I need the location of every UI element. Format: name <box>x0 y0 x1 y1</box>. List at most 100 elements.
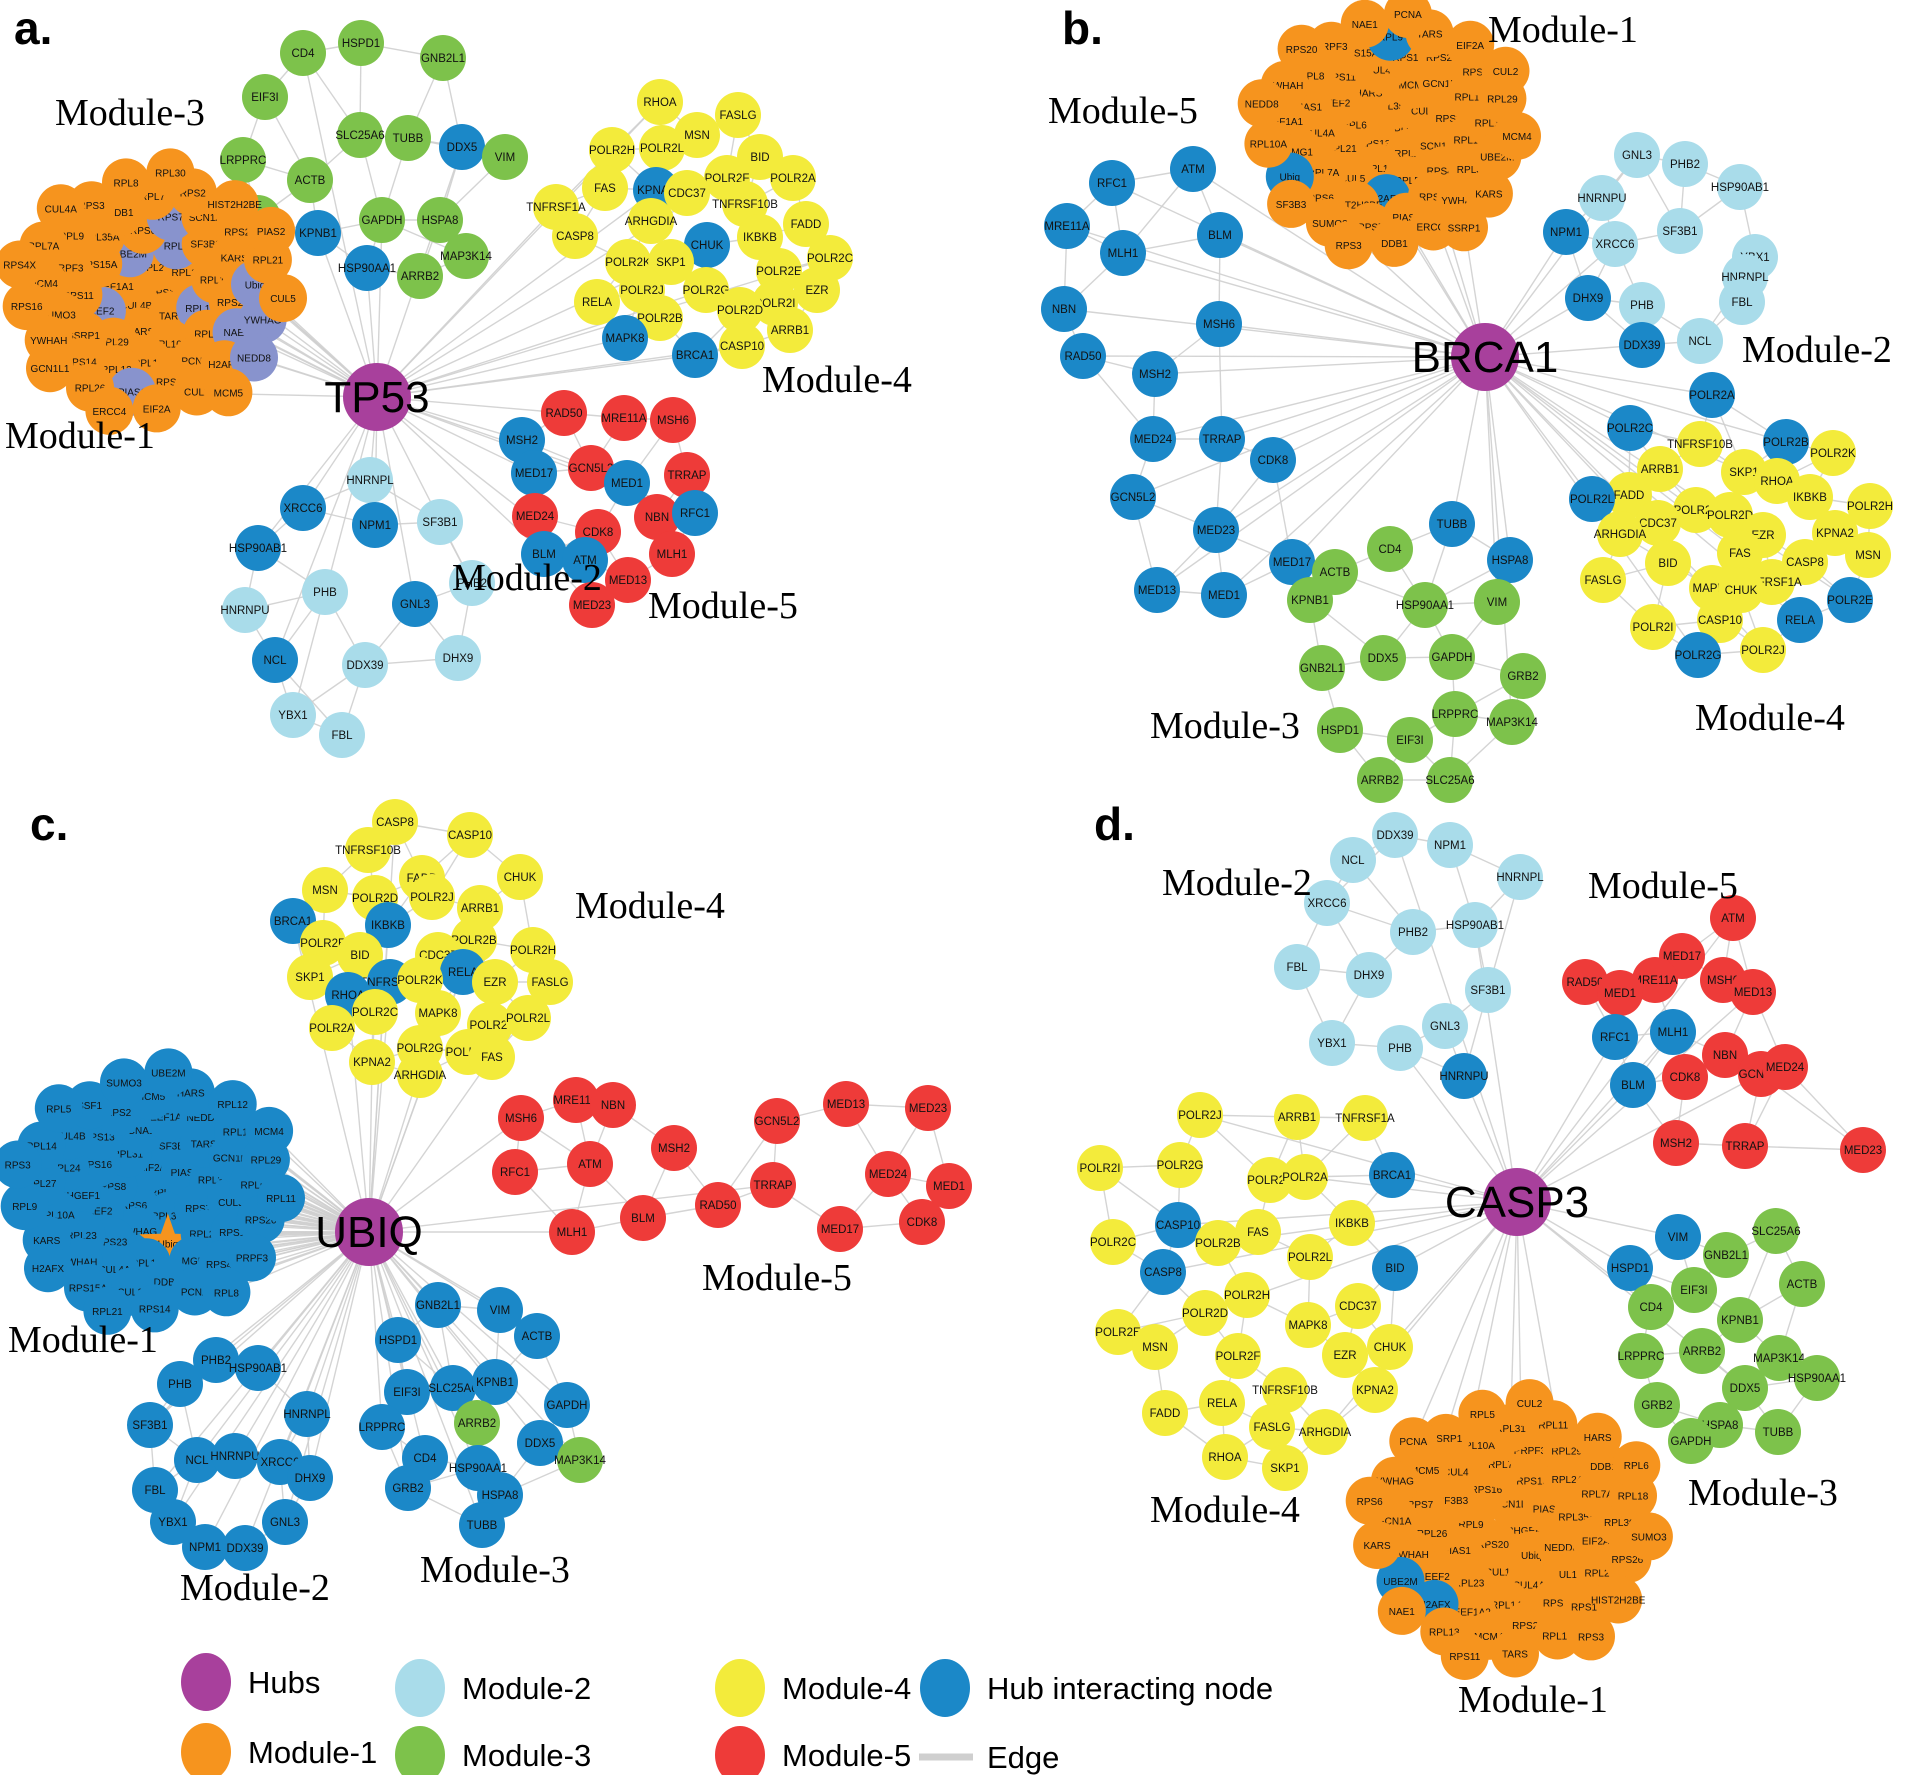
node-UBE2M[interactable] <box>144 1048 193 1097</box>
node-PHB[interactable] <box>1377 1025 1423 1071</box>
node-MSN[interactable] <box>302 867 348 913</box>
node-HSPA8[interactable] <box>1487 537 1533 583</box>
node-KPNB1[interactable] <box>295 210 341 256</box>
node-MAPK8[interactable] <box>602 315 648 361</box>
node-RAD50[interactable] <box>1562 959 1608 1005</box>
node-POLR2A[interactable] <box>770 155 816 201</box>
node-CDK8[interactable] <box>1662 1054 1708 1100</box>
node-MSH2[interactable] <box>1653 1120 1699 1166</box>
node-BRCA1[interactable] <box>1369 1152 1415 1198</box>
node-EIF3I[interactable] <box>242 74 288 120</box>
node-NEDD8[interactable] <box>1237 79 1286 128</box>
node-POLR2J[interactable] <box>1740 627 1786 673</box>
node-SF3B3[interactable] <box>1267 179 1316 228</box>
node-POLR2F[interactable] <box>1215 1333 1261 1379</box>
node-MRE11A[interactable] <box>553 1077 599 1123</box>
node-GCN5L2[interactable] <box>568 445 614 491</box>
node-POLR2D[interactable] <box>1707 492 1753 538</box>
node-HARS[interactable] <box>1573 1412 1622 1461</box>
node-FASLG[interactable] <box>1580 557 1626 603</box>
node-NCL[interactable] <box>1330 837 1376 883</box>
node-TRRAP[interactable] <box>1199 416 1245 462</box>
node-GRB2[interactable] <box>1500 653 1546 699</box>
node-GNB2L1[interactable] <box>1299 645 1345 691</box>
node-BLM[interactable] <box>1610 1062 1656 1108</box>
node-POLR2A[interactable] <box>1689 372 1735 418</box>
node-TARS[interactable] <box>1491 1629 1539 1678</box>
node-CASP10[interactable] <box>1697 597 1743 643</box>
node-KPNA2[interactable] <box>1352 1367 1398 1413</box>
node-SF3B1[interactable] <box>1465 967 1511 1013</box>
node-MAPK8[interactable] <box>415 990 461 1036</box>
node-MED24[interactable] <box>865 1151 911 1197</box>
node-HIST2H2BE[interactable] <box>210 180 259 229</box>
node-HSP90AA1[interactable] <box>344 245 390 291</box>
node-TNFRSF10B[interactable] <box>345 827 391 873</box>
node-BLM[interactable] <box>521 531 567 577</box>
node-RPS3[interactable] <box>1324 221 1373 270</box>
node-RPL30[interactable] <box>146 148 195 197</box>
node-GNL3[interactable] <box>1422 1003 1468 1049</box>
node-MSH2[interactable] <box>651 1125 697 1171</box>
node-ARRB1[interactable] <box>1274 1094 1320 1140</box>
node-RPS16[interactable] <box>2 282 51 331</box>
node-HNRNPL[interactable] <box>284 1391 330 1437</box>
node-SLC25A6[interactable] <box>337 112 383 158</box>
node-NBN[interactable] <box>1702 1032 1748 1078</box>
node-SLC25A6[interactable] <box>1753 1208 1799 1254</box>
node-SUMO3[interactable] <box>1624 1512 1673 1561</box>
node-XRCC6[interactable] <box>280 485 326 531</box>
node-CASP10[interactable] <box>1155 1202 1201 1248</box>
node-TNFRSF1A[interactable] <box>1342 1095 1388 1141</box>
node-MSH6[interactable] <box>650 397 696 443</box>
node-POLR2B[interactable] <box>1763 419 1809 465</box>
node-CD4[interactable] <box>1628 1284 1674 1330</box>
node-HSPD1[interactable] <box>1317 707 1363 753</box>
node-HSP90AB1[interactable] <box>1452 902 1498 948</box>
node-POLR2J[interactable] <box>409 874 455 920</box>
node-POLR2K[interactable] <box>1810 430 1856 476</box>
node-MLH1[interactable] <box>1650 1009 1696 1055</box>
node-PHB[interactable] <box>157 1361 203 1407</box>
node-POLR2D[interactable] <box>1182 1290 1228 1336</box>
node-RAD50[interactable] <box>1060 333 1106 379</box>
node-DDX5[interactable] <box>517 1420 563 1466</box>
node-POLR2I[interactable] <box>1077 1145 1123 1191</box>
node-FAS[interactable] <box>582 165 628 211</box>
node-GAPDH[interactable] <box>359 197 405 243</box>
node-ARHGDIA[interactable] <box>628 198 674 244</box>
node-H2AFX[interactable] <box>24 1244 72 1293</box>
node-EIF3I[interactable] <box>1671 1267 1717 1313</box>
node-RELA[interactable] <box>1199 1380 1245 1426</box>
node-ARRB2[interactable] <box>1679 1328 1725 1374</box>
node-CUL2[interactable] <box>1481 46 1530 95</box>
node-ACTB[interactable] <box>514 1313 560 1359</box>
node-DDX39[interactable] <box>342 642 388 688</box>
node-BID[interactable] <box>737 134 783 180</box>
node-YBX1[interactable] <box>1309 1020 1355 1066</box>
node-RPL11[interactable] <box>257 1174 305 1223</box>
node-GNL3[interactable] <box>262 1499 308 1545</box>
node-POLR2C[interactable] <box>1090 1219 1136 1265</box>
node-GAPDH[interactable] <box>544 1382 590 1428</box>
node-HNRNPL[interactable] <box>347 457 393 503</box>
node-IKBKB[interactable] <box>737 214 783 260</box>
node-EZR[interactable] <box>1322 1332 1368 1378</box>
hub-node-BRCA1[interactable] <box>1451 323 1519 391</box>
node-EIF2A[interactable] <box>1446 20 1495 69</box>
node-TRRAP[interactable] <box>1722 1123 1768 1169</box>
node-CASP8[interactable] <box>1782 539 1828 585</box>
node-KPNA2[interactable] <box>349 1039 395 1085</box>
node-MED13[interactable] <box>823 1081 869 1127</box>
node-MED1[interactable] <box>1201 572 1247 618</box>
node-YBX1[interactable] <box>150 1499 196 1545</box>
node-PHB2[interactable] <box>1662 141 1708 187</box>
node-FBL[interactable] <box>319 712 365 758</box>
node-FADD[interactable] <box>783 201 829 247</box>
node-KPNB1[interactable] <box>472 1359 518 1405</box>
node-YBX1[interactable] <box>270 692 316 738</box>
node-DDX39[interactable] <box>222 1525 268 1571</box>
node-NCL[interactable] <box>252 637 298 683</box>
node-FADD[interactable] <box>1606 472 1652 518</box>
node-VIM[interactable] <box>1474 579 1520 625</box>
